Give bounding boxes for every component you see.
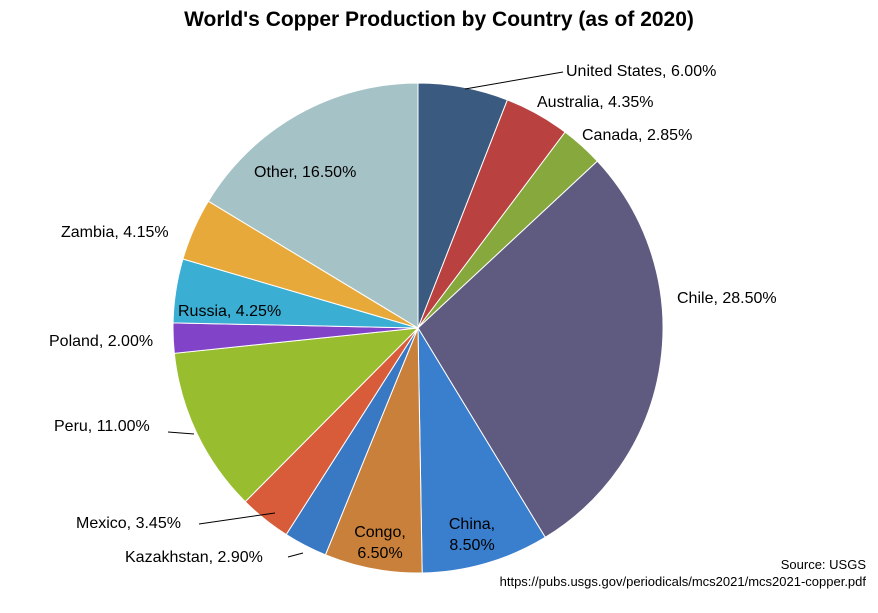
pie-slice-peru bbox=[173, 327, 420, 503]
slice-label-kazakhstan: Kazakhstan, 2.90% bbox=[125, 549, 263, 566]
slice-label-russia: Russia, 4.25% bbox=[178, 303, 281, 320]
leader-line-mexico bbox=[198, 512, 276, 525]
pie-slice-china bbox=[417, 326, 546, 574]
slice-label-mexico: Mexico, 3.45% bbox=[76, 515, 181, 532]
source-label: Source: USGS bbox=[780, 557, 866, 572]
leader-line-kazakhstan bbox=[287, 552, 304, 558]
slice-label-china: China, 8.50% bbox=[449, 516, 495, 554]
slice-label-canada: Canada, 2.85% bbox=[582, 127, 692, 144]
slice-label-united-states: United States, 6.00% bbox=[566, 63, 716, 80]
slice-label-poland: Poland, 2.00% bbox=[49, 333, 153, 350]
slice-label-congo: Congo, 6.50% bbox=[354, 524, 406, 562]
leader-line-peru bbox=[167, 431, 195, 435]
slice-label-chile: Chile, 28.50% bbox=[677, 290, 777, 307]
slice-label-peru: Peru, 11.00% bbox=[54, 418, 150, 435]
chart-title: World's Copper Production by Country (as… bbox=[184, 8, 694, 31]
slice-label-other: Other, 16.50% bbox=[254, 164, 356, 181]
leader-line-united-states bbox=[464, 71, 564, 90]
pie-slice-chile bbox=[417, 160, 664, 539]
slice-label-zambia: Zambia, 4.15% bbox=[61, 224, 169, 241]
source-url: https://pubs.usgs.gov/periodicals/mcs202… bbox=[499, 574, 866, 589]
pie-slice-other bbox=[207, 82, 419, 329]
slice-label-australia: Australia, 4.35% bbox=[537, 94, 654, 111]
